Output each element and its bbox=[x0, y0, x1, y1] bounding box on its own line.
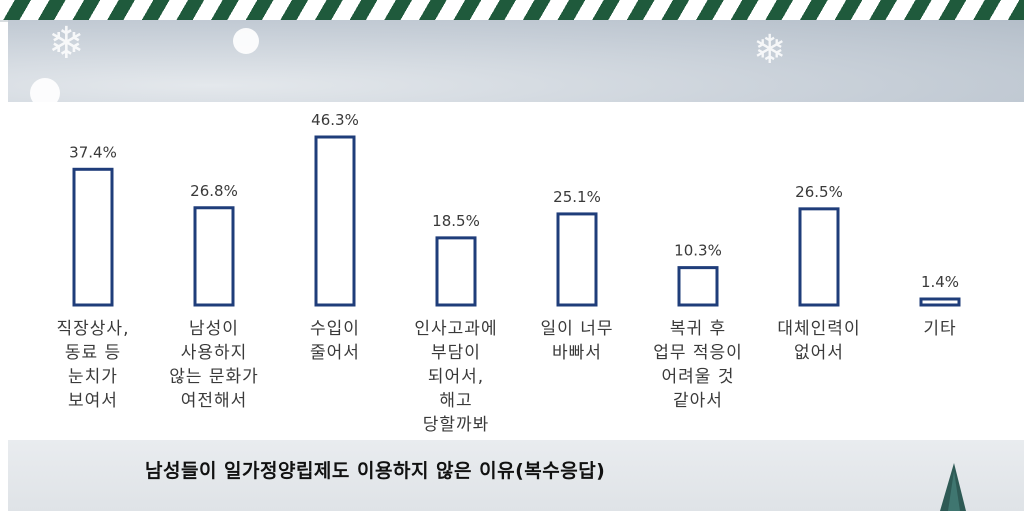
category-label-4: 일이 너무 바빠서 bbox=[540, 319, 614, 363]
data-label-3: 18.5% bbox=[432, 212, 480, 230]
bar-3 bbox=[435, 236, 477, 307]
category-label-5: 복귀 후 업무 적응이 어려울 것 같아서 bbox=[653, 319, 743, 411]
data-label-0: 37.4% bbox=[69, 143, 117, 161]
bar-6 bbox=[798, 207, 840, 307]
data-label-1: 26.8% bbox=[190, 182, 238, 200]
tree-icon bbox=[940, 463, 966, 511]
winter-footer-background bbox=[8, 440, 1024, 511]
bar-5 bbox=[677, 266, 719, 307]
category-label-7: 기타 bbox=[923, 319, 957, 339]
bar-7 bbox=[919, 297, 961, 307]
bar-1 bbox=[193, 206, 235, 307]
winter-header-background: ❄ ❄ bbox=[8, 18, 1024, 108]
data-label-7: 1.4% bbox=[921, 273, 959, 291]
snowball-decoration bbox=[233, 28, 259, 54]
data-label-4: 25.1% bbox=[553, 188, 601, 206]
snowball-decoration bbox=[30, 78, 60, 108]
snowflake-icon: ❄ bbox=[48, 18, 85, 69]
bar-0 bbox=[72, 167, 114, 307]
bar-4 bbox=[556, 212, 598, 307]
category-label-2: 수입이 줄어서 bbox=[310, 319, 360, 363]
data-label-6: 26.5% bbox=[795, 183, 843, 201]
category-label-3: 인사고과에 부담이 되어서, 해고 당할까봐 bbox=[414, 319, 498, 435]
bar-2 bbox=[314, 135, 356, 307]
category-label-6: 대체인력이 없어서 bbox=[777, 319, 861, 363]
snowflake-icon: ❄ bbox=[753, 27, 787, 73]
chart-title: 남성들이 일가정양립제도 이용하지 않은 이유(복수응답) bbox=[145, 460, 606, 482]
category-label-1: 남성이 사용하지 않는 문화가 여전해서 bbox=[169, 319, 259, 411]
data-label-2: 46.3% bbox=[311, 111, 359, 129]
data-label-5: 10.3% bbox=[674, 242, 722, 260]
category-label-0: 직장상사, 동료 등 눈치가 보여서 bbox=[56, 319, 130, 411]
